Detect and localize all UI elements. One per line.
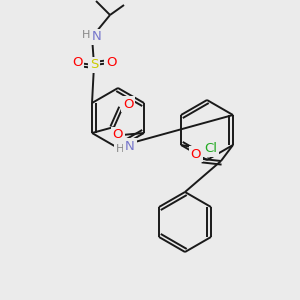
Text: O: O — [106, 56, 116, 68]
Text: O: O — [123, 98, 133, 110]
Text: N: N — [125, 140, 135, 152]
Text: H: H — [82, 30, 90, 40]
Text: Cl: Cl — [205, 142, 218, 155]
Text: O: O — [72, 56, 82, 68]
Text: S: S — [90, 58, 98, 71]
Text: H: H — [116, 144, 124, 154]
Text: N: N — [92, 31, 102, 44]
Text: O: O — [113, 128, 123, 142]
Text: O: O — [191, 148, 201, 160]
